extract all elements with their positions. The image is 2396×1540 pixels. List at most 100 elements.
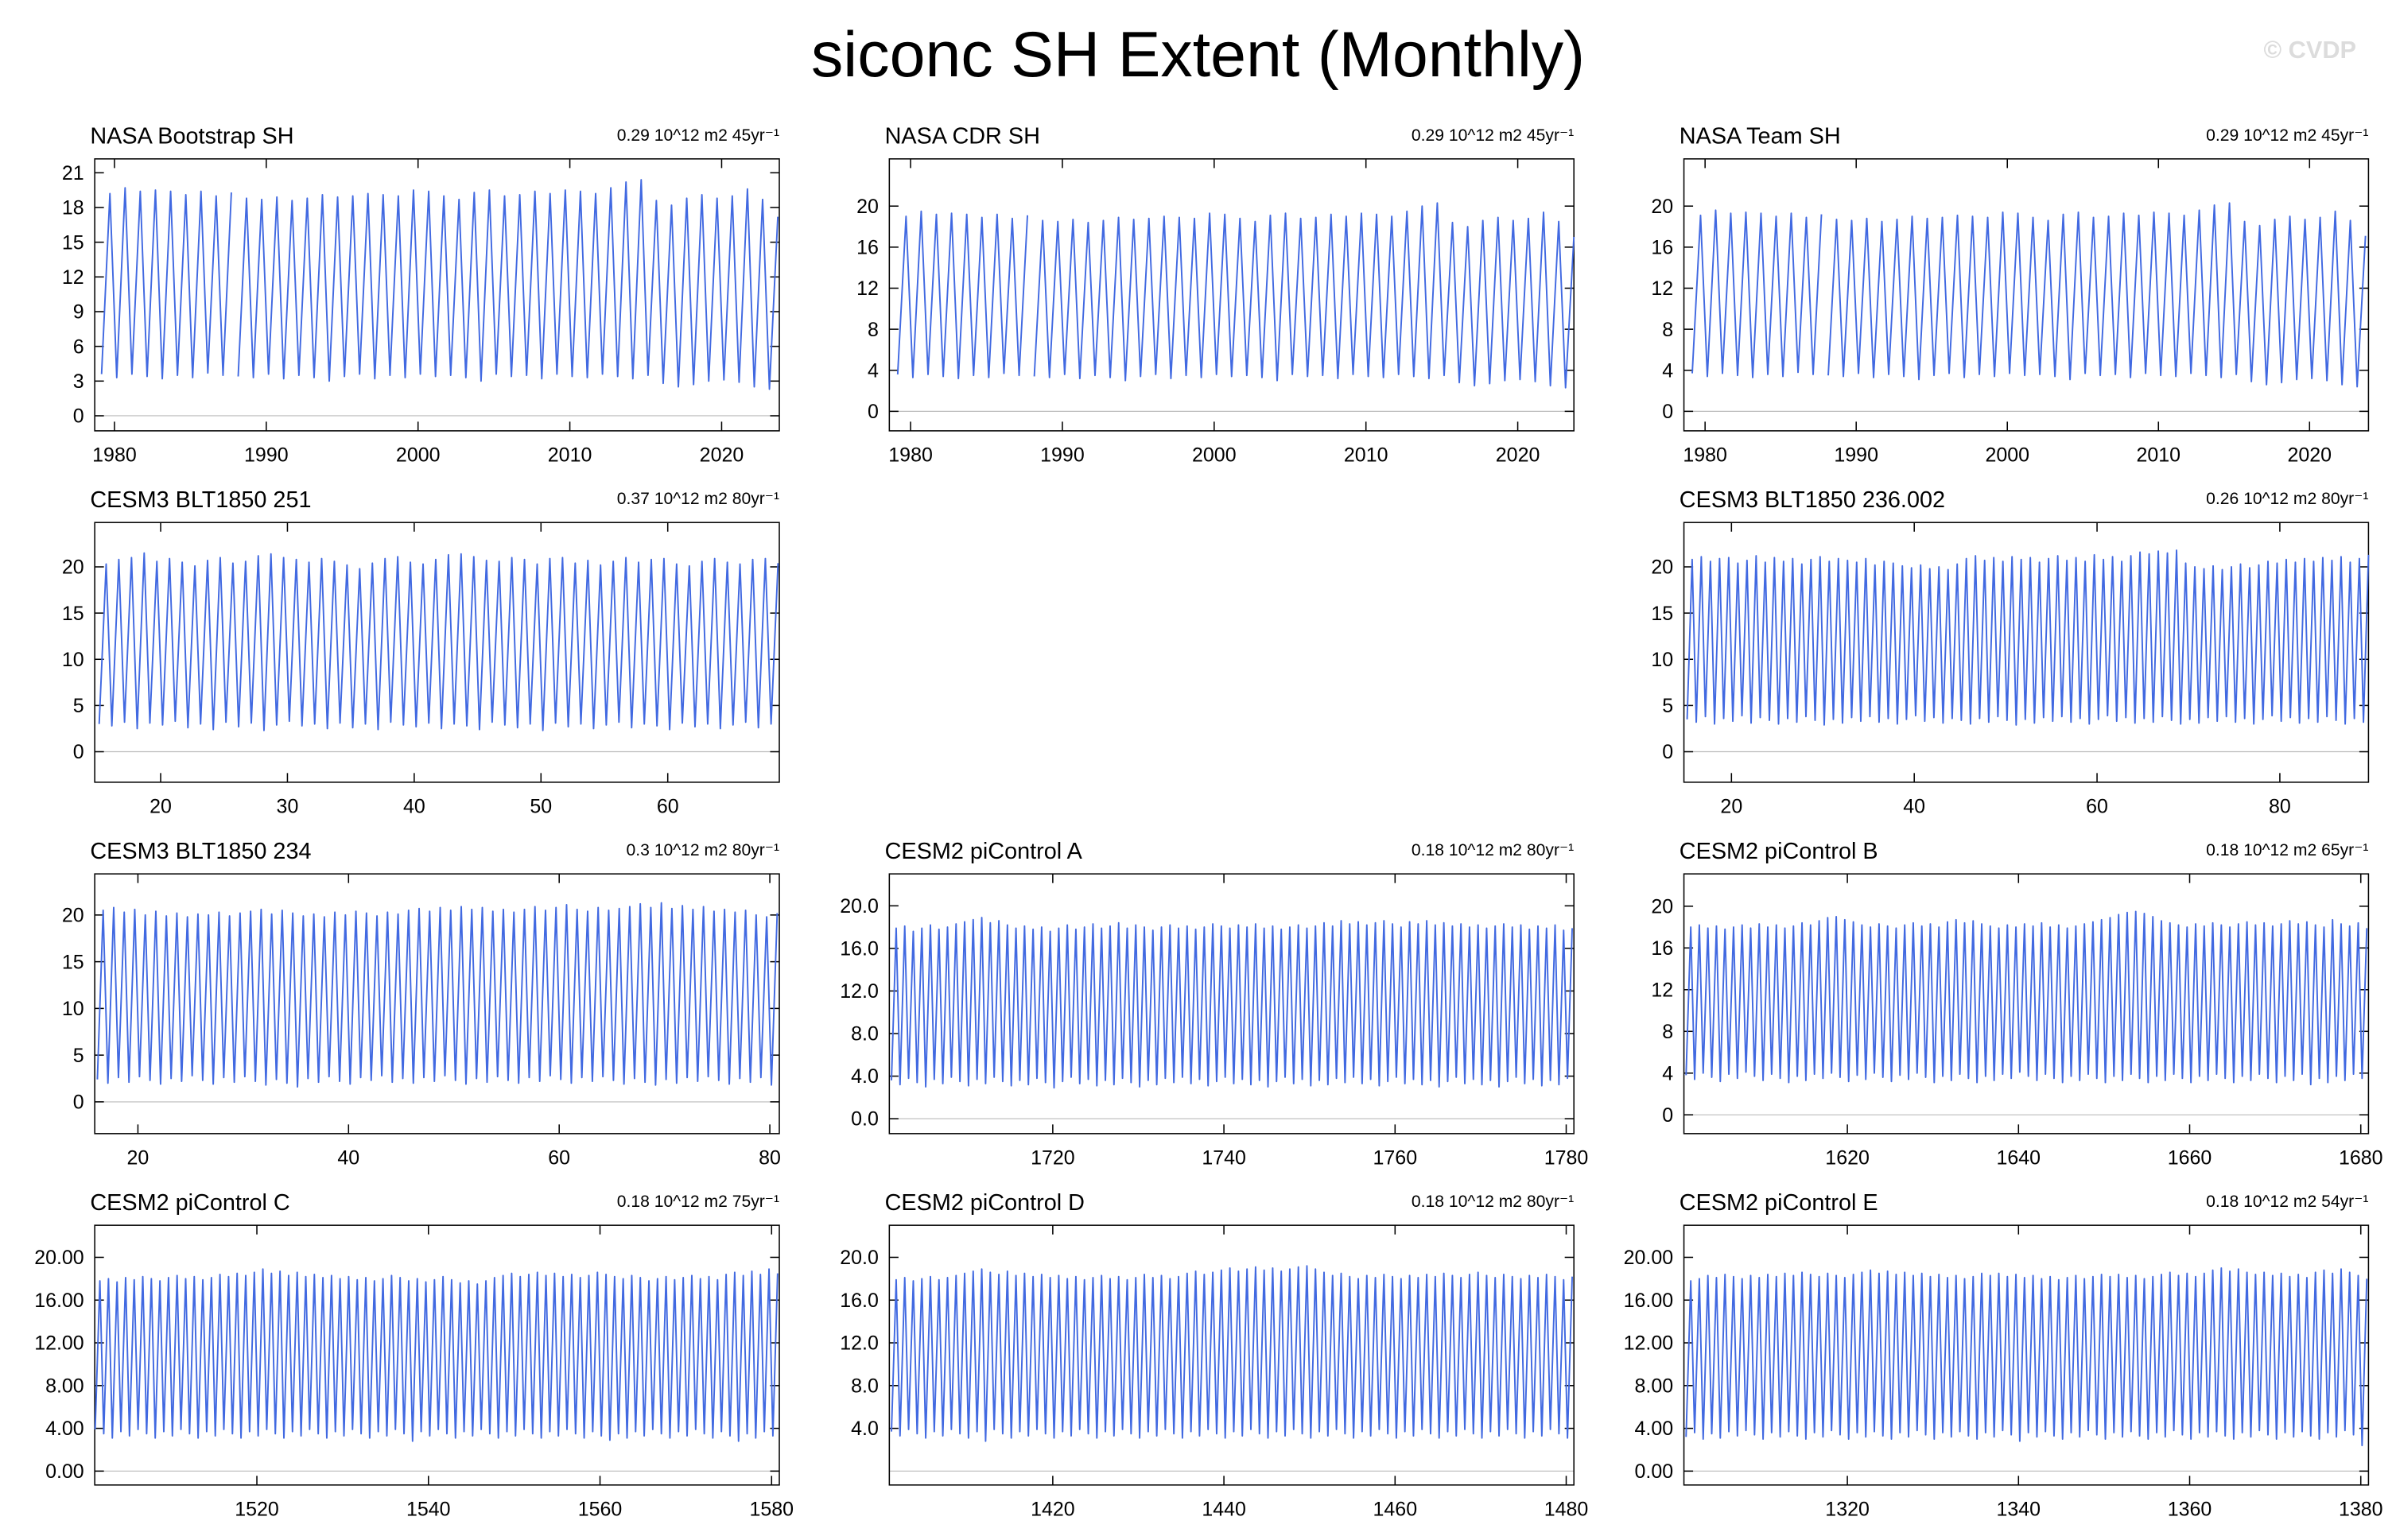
- y-tick-label: 8.00: [1634, 1375, 1673, 1397]
- y-tick-label: 6: [73, 336, 84, 358]
- y-tick-label: 12: [62, 266, 84, 289]
- panel-subtitle: 0.26 10^12 m2 80yr⁻¹: [2206, 490, 2368, 508]
- panel: CESM3 BLT1850 234 0.3 10^12 m2 80yr⁻¹ 0 5 10…: [62, 839, 781, 1169]
- plot-frame: [94, 522, 780, 783]
- y-tick-label: 12.0: [840, 1332, 879, 1355]
- plot-frame: [1683, 873, 2370, 1135]
- x-tick-label: 1640: [1997, 1146, 2041, 1169]
- y-tick-label: 4.0: [851, 1418, 879, 1440]
- y-tick-label: 4.00: [45, 1418, 84, 1440]
- y-tick-label: 8: [868, 319, 879, 341]
- y-tick-label: 12.0: [840, 980, 879, 1003]
- data-line: [100, 179, 779, 390]
- x-tick-label: 1740: [1202, 1146, 1246, 1169]
- x-tick-label: 2000: [1985, 444, 2029, 466]
- x-tick-label: 1760: [1373, 1146, 1418, 1169]
- panel: NASA Bootstrap SH 0.29 10^12 m2 45yr⁻¹ 0 3 6…: [62, 124, 780, 466]
- y-tick-label: 16.0: [840, 938, 879, 960]
- x-tick-label: 1560: [578, 1498, 623, 1520]
- y-tick-label: 8.0: [851, 1023, 879, 1045]
- y-tick-label: 20: [856, 196, 879, 218]
- x-tick-label: 20: [1720, 795, 1742, 817]
- y-tick-label: 8: [1662, 319, 1673, 341]
- x-tick-label: 2010: [2136, 444, 2180, 466]
- y-tick-label: 12: [1651, 979, 1673, 1001]
- y-tick-label: 21: [62, 162, 84, 184]
- y-tick-label: 0.0: [851, 1108, 879, 1131]
- x-tick-label: 40: [337, 1146, 359, 1169]
- panel-subtitle: 0.37 10^12 m2 80yr⁻¹: [617, 490, 779, 508]
- x-tick-label: 2000: [396, 444, 441, 466]
- y-tick-label: 0: [73, 741, 84, 763]
- plot-frame: [94, 158, 780, 432]
- y-tick-label: 8: [1662, 1021, 1673, 1043]
- x-tick-label: 1720: [1031, 1146, 1075, 1169]
- x-tick-label: 60: [548, 1146, 570, 1169]
- y-tick-label: 15: [62, 231, 84, 254]
- x-tick-label: 2020: [700, 444, 744, 466]
- y-tick-label: 20: [62, 905, 84, 927]
- panel-subtitle: 0.18 10^12 m2 54yr⁻¹: [2206, 1193, 2368, 1211]
- panel-title: CESM2 piControl E: [1680, 1190, 1878, 1216]
- x-tick-label: 60: [657, 795, 679, 817]
- plot-frame: [888, 158, 1575, 432]
- x-tick-label: 1990: [244, 444, 289, 466]
- plot-frame: [1683, 1224, 2370, 1486]
- panel-title: NASA Bootstrap SH: [90, 124, 293, 149]
- y-tick-label: 15: [1651, 603, 1673, 625]
- panel: CESM2 piControl A 0.18 10^12 m2 80yr⁻¹ 0.0…: [840, 839, 1588, 1169]
- x-tick-label: 1440: [1202, 1498, 1246, 1520]
- x-tick-label: 1680: [2339, 1146, 2383, 1169]
- x-tick-label: 1420: [1031, 1498, 1075, 1520]
- x-tick-label: 1660: [2168, 1146, 2212, 1169]
- watermark: © CVDP: [2263, 36, 2356, 64]
- panel-subtitle: 0.18 10^12 m2 80yr⁻¹: [1412, 841, 1574, 859]
- x-tick-label: 1460: [1373, 1498, 1418, 1520]
- y-tick-label: 12.00: [1624, 1332, 1673, 1355]
- panel-title: CESM2 piControl C: [90, 1190, 289, 1216]
- panel: CESM2 piControl B 0.18 10^12 m2 65yr⁻¹ 0 4 8…: [1651, 839, 2382, 1169]
- y-tick-label: 3: [73, 370, 84, 393]
- x-tick-label: 30: [277, 795, 299, 817]
- y-tick-label: 4: [1662, 359, 1673, 382]
- y-tick-label: 16: [856, 237, 879, 259]
- x-tick-label: 80: [759, 1146, 781, 1169]
- data-line: [1685, 910, 2368, 1086]
- panel: CESM3 BLT1850 251 0.37 10^12 m2 80yr⁻¹ 0 5 1…: [62, 487, 780, 817]
- x-tick-label: 60: [2086, 795, 2108, 817]
- x-tick-label: 1620: [1825, 1146, 1870, 1169]
- y-tick-label: 20.00: [1624, 1247, 1673, 1269]
- x-tick-label: 2010: [548, 444, 592, 466]
- y-tick-label: 8.0: [851, 1375, 879, 1397]
- y-tick-label: 8.00: [45, 1375, 84, 1397]
- y-tick-label: 16.00: [34, 1290, 83, 1312]
- y-tick-label: 20: [1651, 557, 1673, 579]
- data-line: [94, 1268, 779, 1442]
- x-tick-label: 1540: [406, 1498, 451, 1520]
- panel: CESM2 piControl C 0.18 10^12 m2 75yr⁻¹ 0.0…: [34, 1190, 794, 1520]
- y-tick-label: 4: [1662, 1062, 1673, 1084]
- y-tick-label: 15: [62, 951, 84, 973]
- panel-title: CESM2 piControl D: [885, 1190, 1085, 1216]
- panel: CESM2 piControl D 0.18 10^12 m2 80yr⁻¹ 4.0…: [840, 1190, 1588, 1520]
- x-tick-label: 20: [127, 1146, 150, 1169]
- data-line: [96, 902, 779, 1088]
- y-tick-label: 0: [73, 1092, 84, 1114]
- panel-title: CESM3 BLT1850 251: [90, 487, 311, 513]
- y-tick-label: 5: [73, 695, 84, 717]
- x-tick-label: 50: [530, 795, 552, 817]
- x-tick-label: 2020: [1496, 444, 1540, 466]
- y-tick-label: 4.0: [851, 1065, 879, 1088]
- x-tick-label: 1340: [1997, 1498, 2041, 1520]
- y-tick-label: 12: [856, 277, 879, 300]
- data-line: [891, 1265, 1574, 1442]
- y-tick-label: 20.0: [840, 895, 879, 917]
- panel: NASA CDR SH 0.29 10^12 m2 45yr⁻¹ 0 4 8 12 16 20…: [856, 124, 1575, 466]
- panel-subtitle: 0.29 10^12 m2 45yr⁻¹: [1412, 126, 1574, 145]
- panel-title: CESM2 piControl A: [885, 839, 1083, 864]
- x-tick-label: 40: [403, 795, 425, 817]
- x-tick-label: 1320: [1825, 1498, 1870, 1520]
- y-tick-label: 10: [62, 998, 84, 1020]
- y-tick-label: 0: [1662, 401, 1673, 423]
